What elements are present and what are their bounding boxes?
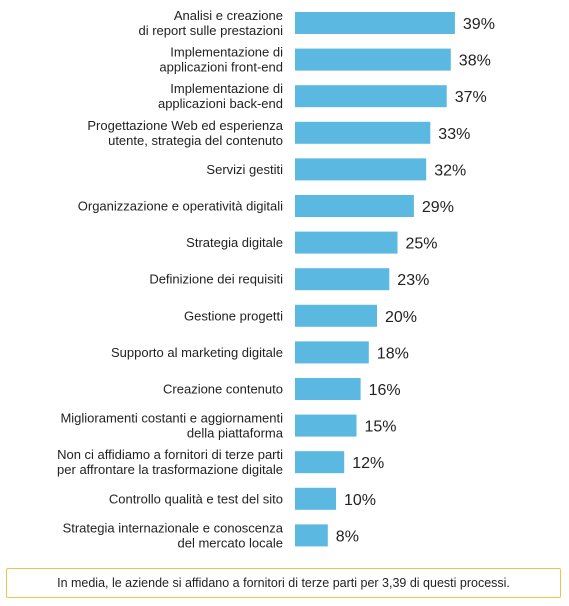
category-label-line: Controllo qualità e test del sito [109, 491, 283, 506]
category-label: Analisi e creazione di report sulle prest… [138, 8, 283, 38]
value-label: 32% [434, 162, 466, 179]
category-label: Strategia digitale [186, 235, 283, 250]
bar [295, 268, 390, 291]
bar [295, 158, 427, 181]
bar [295, 85, 447, 108]
category-label-line: della piattaforma [187, 426, 284, 441]
category-label-line: applicazioni back-end [158, 96, 283, 111]
category-label: Implementazione di applicazioni back-end [158, 81, 283, 111]
category-label: Non ci affidiamo a fornitori di terze pa… [57, 447, 283, 477]
footnote-box: In media, le aziende si affidano a forni… [6, 568, 561, 598]
bar [295, 304, 377, 327]
bar [295, 451, 345, 474]
category-label-line: Strategia digitale [186, 235, 283, 250]
category-label-line: Analisi e creazione [174, 8, 283, 23]
category-label-line: Supporto al marketing digitale [111, 345, 283, 360]
category-label: Implementazione di applicazioni front-end [159, 45, 283, 75]
category-label: Definizione dei requisiti [149, 272, 283, 287]
category-label-line: Non ci affidiamo a fornitori di terze pa… [57, 447, 283, 462]
category-label: Supporto al marketing digitale [111, 345, 283, 360]
category-label: Progettazione Web ed esperienza utente, s… [87, 118, 283, 148]
category-label-line: di report sulle prestazioni [138, 23, 283, 38]
value-label: 38% [459, 53, 491, 70]
category-label: Gestione progetti [184, 308, 283, 323]
category-label: Creazione contenuto [163, 382, 283, 397]
category-label: Servizi gestiti [206, 162, 283, 177]
category-label: Controllo qualità e test del sito [109, 491, 283, 506]
category-label-line: applicazioni front-end [159, 60, 283, 75]
category-label-line: Creazione contenuto [163, 382, 283, 397]
category-label-line: per affrontare la trasformazione digital… [57, 462, 283, 477]
category-label-line: Gestione progetti [184, 308, 283, 323]
category-label-line: Strategia internazionale e conoscenza [63, 520, 284, 535]
value-label: 10% [344, 492, 376, 509]
value-label: 16% [369, 382, 401, 399]
category-label-line: Definizione dei requisiti [149, 272, 283, 287]
value-label: 37% [455, 89, 487, 106]
category-label: Organizzazione e operatività digitali [78, 199, 283, 214]
bar [295, 487, 336, 510]
value-label: 20% [385, 309, 417, 326]
footnote-text: In media, le aziende si affidano a forni… [57, 576, 510, 590]
bar [295, 414, 357, 437]
category-label-line: del mercato locale [178, 535, 284, 550]
category-label-line: Miglioramenti costanti e aggiornamenti [60, 411, 283, 426]
value-label: 33% [438, 126, 470, 143]
category-label-line: Progettazione Web ed esperienza [87, 118, 283, 133]
category-label-line: utente, strategia del contenuto [108, 133, 283, 148]
bar [295, 48, 451, 71]
value-label: 12% [352, 455, 384, 472]
bar [295, 195, 414, 217]
category-label: Strategia internazionale e conoscenza del… [63, 520, 284, 550]
category-label-line: Implementazione di [170, 81, 283, 96]
value-label: 39% [463, 16, 495, 33]
bar [295, 524, 328, 547]
category-label-line: Servizi gestiti [206, 162, 283, 177]
bar [295, 341, 369, 364]
bar [295, 378, 361, 400]
value-label: 23% [397, 272, 429, 289]
value-label: 18% [377, 345, 409, 362]
category-label-line: Organizzazione e operatività digitali [78, 199, 283, 214]
category-label-line: Implementazione di [170, 45, 283, 60]
bar [295, 231, 398, 254]
bar-chart: Analisi e creazione di report sulle prest… [57, 8, 495, 550]
bar [295, 121, 431, 144]
value-label: 15% [365, 419, 397, 436]
value-label: 29% [422, 199, 454, 216]
value-label: 8% [336, 528, 359, 545]
value-label: 25% [406, 236, 438, 253]
bar [295, 12, 455, 34]
category-label: Miglioramenti costanti e aggiornamenti de… [60, 411, 283, 441]
